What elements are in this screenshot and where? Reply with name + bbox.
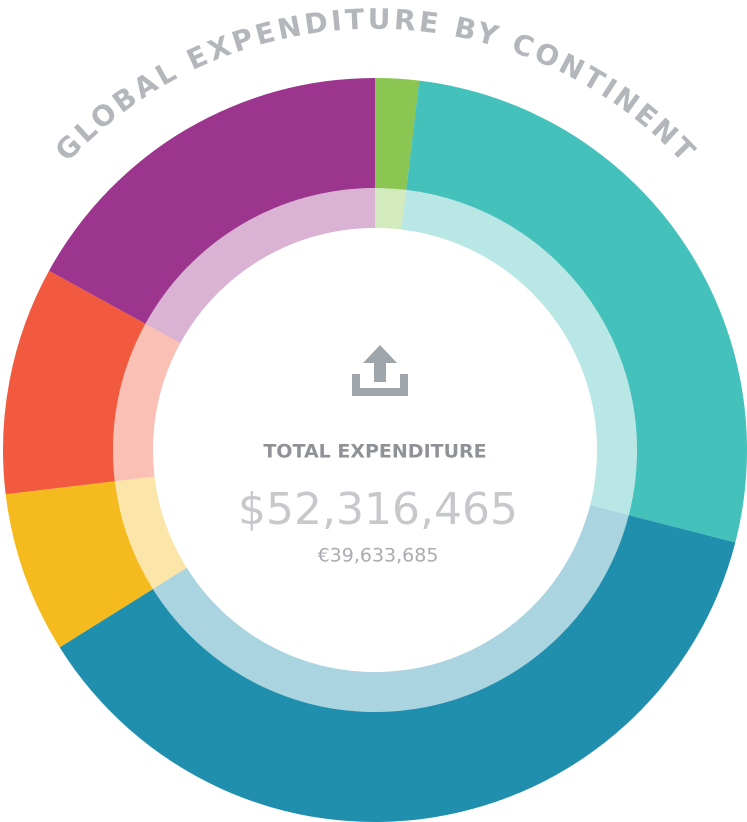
center-label: TOTAL EXPENDITURE: [263, 441, 486, 463]
donut-inner-slice: [113, 323, 181, 482]
donut-slice: [406, 80, 747, 543]
center-subvalue: €39,633,685: [318, 545, 439, 567]
donut-slice: [375, 78, 420, 190]
donut-inner-slice: [145, 188, 375, 344]
donut-slice: [49, 78, 375, 324]
donut-inner-slice: [375, 188, 407, 230]
donut-slice: [3, 270, 146, 495]
donut: [3, 78, 747, 822]
donut-slice: [59, 515, 736, 822]
donut-inner-slice: [152, 505, 629, 712]
donut-hole: [153, 228, 597, 672]
donut-inner-slice: [401, 189, 637, 516]
donut-inner-slice: [114, 476, 187, 589]
center-value: $52,316,465: [238, 484, 518, 535]
donut-slice: [5, 481, 153, 648]
upload-icon: [352, 345, 408, 396]
